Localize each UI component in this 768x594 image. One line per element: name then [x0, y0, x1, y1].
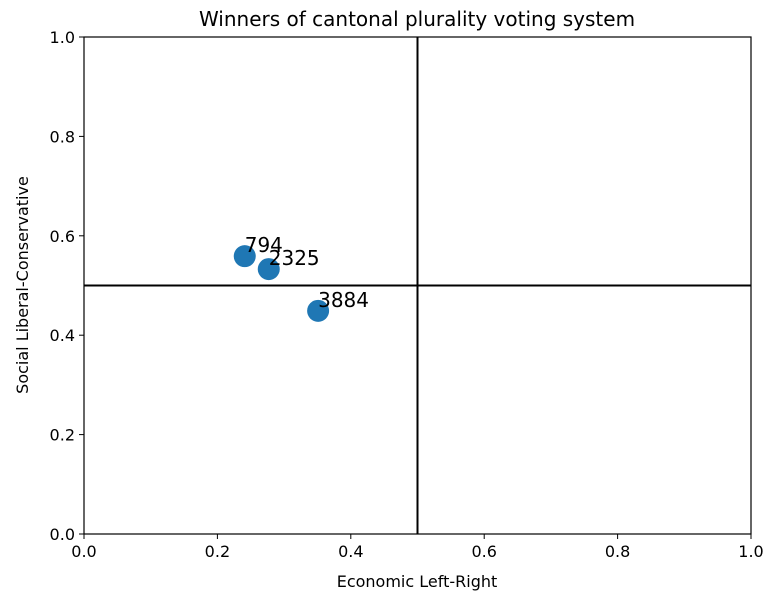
x-axis-label: Economic Left-Right: [337, 572, 498, 591]
x-tick-label: 0.0: [71, 542, 96, 561]
point-label: 2325: [269, 246, 320, 270]
data-point: [307, 299, 330, 322]
x-tick-label: 0.8: [605, 542, 630, 561]
plot-frame: [83, 36, 752, 535]
reference-lines: [84, 37, 751, 534]
data-point: [233, 245, 256, 268]
x-tick-label: 0.6: [471, 542, 496, 561]
x-axis-ticks: 0.0 0.2 0.4 0.6 0.8 1.0: [71, 534, 764, 561]
y-tick-label: 0.2: [50, 426, 75, 445]
x-tick-label: 1.0: [738, 542, 763, 561]
data-points: [233, 245, 330, 322]
x-tick-label: 0.4: [338, 542, 363, 561]
y-tick-label: 0.8: [50, 127, 75, 146]
y-tick-label: 1.0: [50, 28, 75, 47]
data-point: [257, 258, 280, 281]
chart-title: Winners of cantonal plurality voting sys…: [199, 7, 635, 31]
x-tick-label: 0.2: [205, 542, 230, 561]
y-axis-label: Social Liberal-Conservative: [13, 176, 32, 394]
point-label: 3884: [318, 288, 369, 312]
y-axis-ticks: 0.0 0.2 0.4 0.6 0.8 1.0: [50, 28, 84, 544]
point-label: 794: [245, 233, 283, 257]
y-tick-label: 0.6: [50, 227, 75, 246]
y-tick-label: 0.0: [50, 525, 75, 544]
y-tick-label: 0.4: [50, 326, 75, 345]
